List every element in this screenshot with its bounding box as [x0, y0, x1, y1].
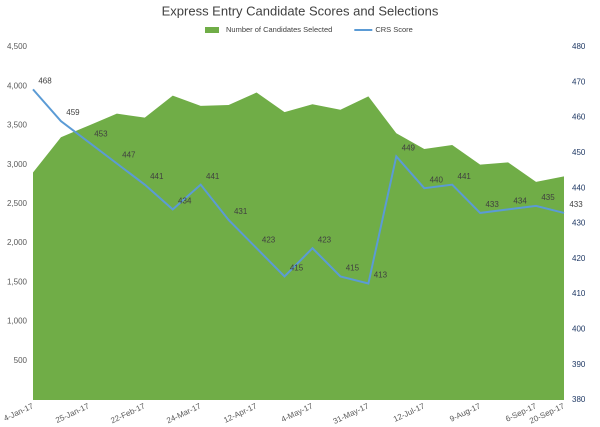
data-label: 468: [38, 76, 52, 85]
y-tick-label: 500: [14, 356, 28, 365]
data-label: 423: [262, 235, 276, 244]
data-label: 415: [290, 264, 304, 273]
legend-label: CRS Score: [375, 25, 413, 34]
data-label: 435: [541, 193, 555, 202]
data-label: 434: [513, 196, 527, 205]
data-label: 441: [150, 172, 164, 181]
legend-swatch: [205, 27, 219, 33]
data-label: 459: [66, 108, 80, 117]
chart-title: Express Entry Candidate Scores and Selec…: [162, 3, 439, 18]
x-tick-label: 24-Mar-17: [165, 401, 203, 425]
legend-label: Number of Candidates Selected: [226, 25, 332, 34]
y-tick-label: 1,500: [7, 277, 28, 286]
x-tick-label: 4-May-17: [280, 401, 315, 424]
x-tick-label: 9-Aug-17: [448, 401, 482, 423]
x-tick-label: 12-Jul-17: [392, 401, 427, 423]
x-tick-label: 12-Apr-17: [222, 401, 259, 424]
y-tick-label: 3,500: [7, 121, 28, 130]
data-label: 453: [94, 129, 108, 138]
data-label: 441: [458, 172, 472, 181]
y2-tick-label: 400: [572, 325, 586, 334]
y2-tick-label: 460: [572, 113, 586, 122]
y2-tick-label: 440: [572, 183, 586, 192]
data-label: 447: [122, 151, 136, 160]
y-tick-label: 1,000: [7, 317, 28, 326]
data-label: 423: [318, 235, 332, 244]
data-label: 433: [569, 200, 583, 209]
y2-tick-label: 450: [572, 148, 586, 157]
y2-tick-label: 420: [572, 254, 586, 263]
y2-tick-label: 470: [572, 77, 586, 86]
y-tick-label: 4,500: [7, 42, 28, 51]
y2-tick-label: 380: [572, 395, 586, 404]
y-tick-label: 4,000: [7, 81, 28, 90]
x-tick-label: 4-Jan-17: [2, 401, 35, 423]
x-tick-label: 31-May-17: [332, 401, 371, 426]
line: [32, 88, 565, 285]
y-tick-label: 3,000: [7, 160, 28, 169]
data-label: 440: [430, 175, 444, 184]
data-label: 413: [374, 271, 388, 280]
y2-tick-label: 390: [572, 360, 586, 369]
y-tick-label: 2,500: [7, 199, 28, 208]
data-label: 433: [485, 200, 499, 209]
data-label: 431: [234, 207, 248, 216]
y2-tick-label: 410: [572, 289, 586, 298]
x-tick-label: 25-Jan-17: [54, 401, 91, 425]
y-tick-label: 2,000: [7, 238, 28, 247]
area: [33, 92, 564, 401]
data-label: 434: [178, 196, 192, 205]
data-label: 449: [402, 144, 416, 153]
x-tick-label: 22-Feb-17: [109, 401, 147, 425]
y2-tick-label: 430: [572, 219, 586, 228]
data-label: 441: [206, 172, 220, 181]
y2-tick-label: 480: [572, 42, 586, 51]
data-label: 415: [346, 264, 360, 273]
